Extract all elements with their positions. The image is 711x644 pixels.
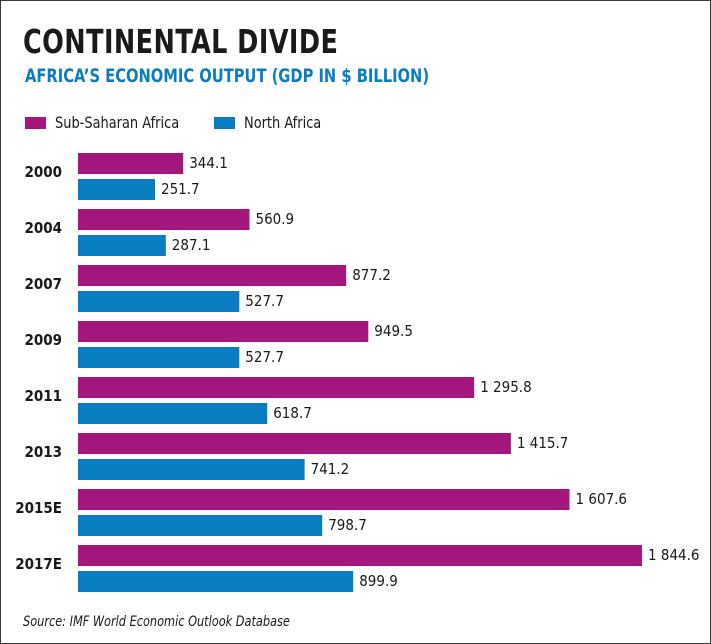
bar-north-africa-2017e bbox=[78, 571, 354, 592]
bar-sub-saharan-africa-2015e bbox=[78, 489, 570, 510]
bar-north-africa-2004 bbox=[78, 235, 166, 256]
data-label-north-africa-2017e: 899.9 bbox=[359, 572, 398, 590]
data-label-sub-saharan-africa-2009: 949.5 bbox=[374, 322, 413, 340]
source-note: Source: IMF World Economic Outlook Datab… bbox=[23, 614, 290, 630]
category-label-2017e: 2017E bbox=[15, 555, 62, 573]
bar-north-africa-2000 bbox=[78, 179, 155, 200]
data-label-north-africa-2000: 251.7 bbox=[161, 180, 200, 198]
data-label-north-africa-2013: 741.2 bbox=[311, 460, 350, 478]
chart-title: CONTINENTAL DIVIDE bbox=[23, 22, 339, 61]
data-label-sub-saharan-africa-2017e: 1 844.6 bbox=[648, 546, 700, 564]
bar-sub-saharan-africa-2009 bbox=[78, 321, 369, 342]
data-label-north-africa-2007: 527.7 bbox=[245, 292, 284, 310]
data-label-north-africa-2011: 618.7 bbox=[273, 404, 312, 422]
data-label-sub-saharan-africa-2007: 877.2 bbox=[352, 266, 391, 284]
chart-subtitle: AFRICA’S ECONOMIC OUTPUT (GDP IN $ BILLI… bbox=[25, 65, 430, 87]
data-label-sub-saharan-africa-2004: 560.9 bbox=[256, 210, 295, 228]
data-label-north-africa-2009: 527.7 bbox=[245, 348, 284, 366]
category-label-2013: 2013 bbox=[24, 443, 62, 461]
legend-label-sub-saharan-africa: Sub-Saharan Africa bbox=[55, 113, 180, 132]
data-label-sub-saharan-africa-2011: 1 295.8 bbox=[480, 378, 532, 396]
legend-swatch-north-africa bbox=[214, 117, 235, 129]
data-label-sub-saharan-africa-2013: 1 415.7 bbox=[517, 434, 569, 452]
bar-north-africa-2011 bbox=[78, 403, 268, 424]
bar-sub-saharan-africa-2013 bbox=[78, 433, 511, 454]
category-label-2015e: 2015E bbox=[15, 499, 62, 517]
category-label-2007: 2007 bbox=[24, 275, 62, 293]
bar-sub-saharan-africa-2017e bbox=[78, 545, 642, 566]
bar-sub-saharan-africa-2000 bbox=[78, 153, 184, 174]
bar-north-africa-2007 bbox=[78, 291, 240, 312]
category-label-2009: 2009 bbox=[24, 331, 62, 349]
data-label-sub-saharan-africa-2000: 344.1 bbox=[189, 154, 228, 172]
legend-swatch-sub-saharan-africa bbox=[25, 117, 46, 129]
bar-sub-saharan-africa-2004 bbox=[78, 209, 250, 230]
legend-label-north-africa: North Africa bbox=[244, 113, 322, 132]
data-label-north-africa-2004: 287.1 bbox=[172, 236, 211, 254]
category-label-2004: 2004 bbox=[24, 219, 62, 237]
category-label-2000: 2000 bbox=[24, 163, 62, 181]
bar-north-africa-2009 bbox=[78, 347, 240, 368]
data-label-north-africa-2015e: 798.7 bbox=[328, 516, 367, 534]
data-label-sub-saharan-africa-2015e: 1 607.6 bbox=[576, 490, 628, 508]
bar-sub-saharan-africa-2011 bbox=[78, 377, 475, 398]
bar-sub-saharan-africa-2007 bbox=[78, 265, 347, 286]
bar-north-africa-2013 bbox=[78, 459, 305, 480]
category-label-2011: 2011 bbox=[24, 387, 62, 405]
bar-north-africa-2015e bbox=[78, 515, 323, 536]
